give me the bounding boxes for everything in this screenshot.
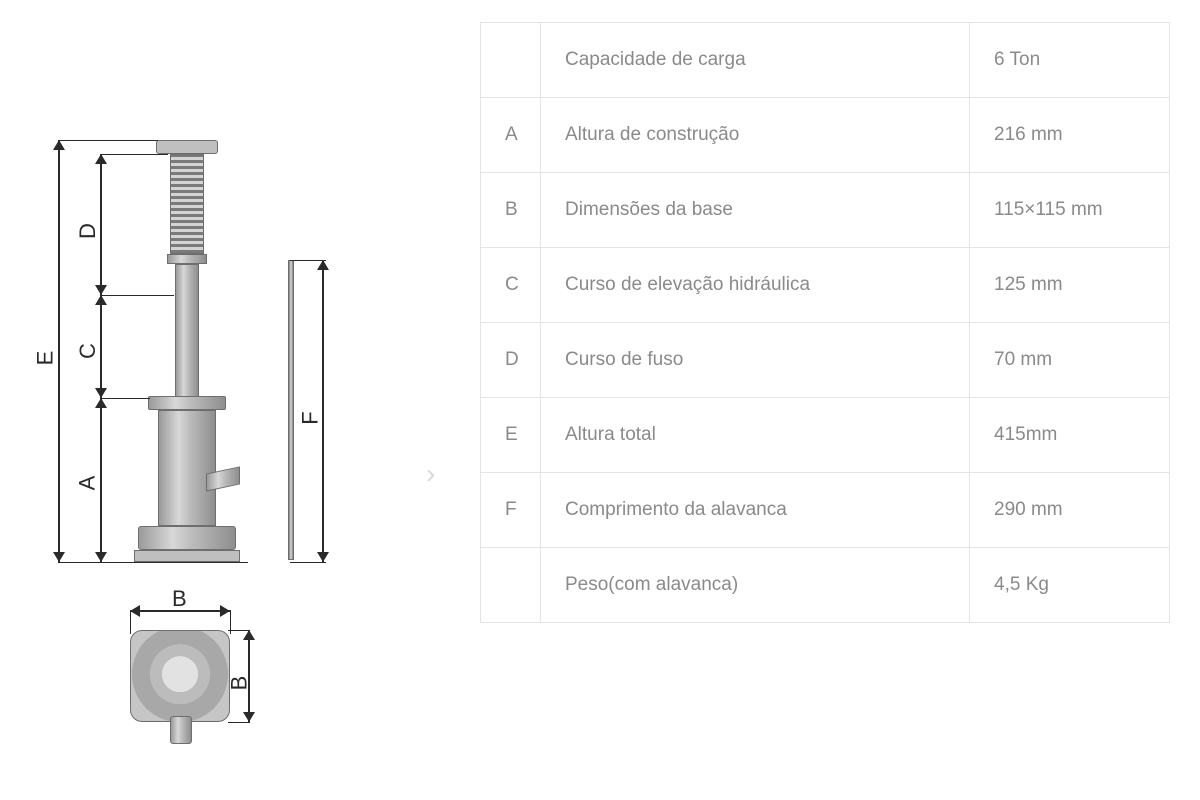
spec-value: 290 mm (970, 473, 1170, 548)
jack-ram (175, 264, 199, 398)
spec-code (481, 548, 541, 623)
spec-table: Capacidade de carga6 TonAAltura de const… (480, 22, 1170, 623)
spec-code: E (481, 398, 541, 473)
spec-value: 70 mm (970, 323, 1170, 398)
spec-label: Peso(com alavanca) (541, 548, 970, 623)
table-row: CCurso de elevação hidráulica125 mm (481, 248, 1170, 323)
spec-value: 115×115 mm (970, 173, 1170, 248)
jack-flange (148, 396, 226, 410)
jack-cylinder (158, 410, 216, 526)
dim-Bv-arrow-b (243, 712, 255, 722)
spec-label: Curso de elevação hidráulica (541, 248, 970, 323)
jack-screw (170, 154, 204, 254)
dim-F-ext-b (290, 562, 326, 563)
dim-Bh-arrow-l (130, 605, 140, 617)
table-row: EAltura total415mm (481, 398, 1170, 473)
jack-top-lever (170, 716, 192, 744)
dim-Bv-arrow-t (243, 630, 255, 640)
dim-Bv-label: B (226, 676, 252, 691)
spec-label: Curso de fuso (541, 323, 970, 398)
dim-ext-2 (100, 295, 174, 296)
spec-code: B (481, 173, 541, 248)
dim-F-arrow-top (317, 260, 329, 270)
dim-E-ext-top (58, 140, 158, 141)
spec-code: D (481, 323, 541, 398)
dim-F-label: F (298, 411, 324, 424)
spec-value: 415mm (970, 398, 1170, 473)
table-row: DCurso de fuso70 mm (481, 323, 1170, 398)
diagram-panel: E A C D F B (0, 0, 440, 800)
spec-label: Altura de construção (541, 98, 970, 173)
jack-saddle (156, 140, 218, 154)
dim-A-arrow-bot (95, 552, 107, 562)
spec-label: Comprimento da alavanca (541, 473, 970, 548)
spec-code: C (481, 248, 541, 323)
dim-Bv-ext-t (228, 630, 250, 631)
spec-value: 4,5 Kg (970, 548, 1170, 623)
dim-D-arrow-bot (95, 285, 107, 295)
spec-panel: Capacidade de carga6 TonAAltura de const… (440, 0, 1200, 623)
dim-C-arrow-top (95, 295, 107, 305)
dim-ext-1 (100, 154, 168, 155)
jack-base (138, 526, 236, 550)
spec-value: 125 mm (970, 248, 1170, 323)
jack-top-view (130, 630, 230, 722)
dim-D-label: D (75, 223, 101, 239)
dim-E-arrow-top (53, 140, 65, 150)
jack-diagram: E A C D F B (30, 110, 390, 760)
table-row: FComprimento da alavanca290 mm (481, 473, 1170, 548)
dim-D-arrow-top (95, 154, 107, 164)
spec-code: F (481, 473, 541, 548)
handle-rod (288, 260, 294, 560)
spec-code (481, 23, 541, 98)
dim-ext-3 (100, 398, 150, 399)
carousel-next-icon[interactable]: › (426, 458, 435, 490)
table-row: BDimensões da base115×115 mm (481, 173, 1170, 248)
dim-E-arrow-bot (53, 552, 65, 562)
dim-E-label: E (32, 351, 58, 366)
dim-Bv-ext-b (228, 722, 250, 723)
dim-Bh-ext-l (130, 610, 131, 634)
dim-Bh-label: B (172, 586, 187, 612)
dim-F-arrow-bot (317, 552, 329, 562)
dim-A-arrow-top (95, 398, 107, 408)
spec-label: Altura total (541, 398, 970, 473)
spec-code: A (481, 98, 541, 173)
jack-feet (134, 550, 240, 562)
dim-C-arrow-bot (95, 388, 107, 398)
spec-label: Capacidade de carga (541, 23, 970, 98)
dim-Bh-arrow-r (220, 605, 230, 617)
table-row: AAltura de construção216 mm (481, 98, 1170, 173)
spec-value: 216 mm (970, 98, 1170, 173)
spec-label: Dimensões da base (541, 173, 970, 248)
table-row: Peso(com alavanca)4,5 Kg (481, 548, 1170, 623)
jack-collar-1 (167, 254, 207, 264)
spec-value: 6 Ton (970, 23, 1170, 98)
dim-F-ext-t (290, 260, 326, 261)
table-row: Capacidade de carga6 Ton (481, 23, 1170, 98)
dim-C-label: C (75, 343, 101, 359)
dim-E-ext-bot (58, 562, 248, 563)
dim-A-label: A (74, 476, 100, 491)
